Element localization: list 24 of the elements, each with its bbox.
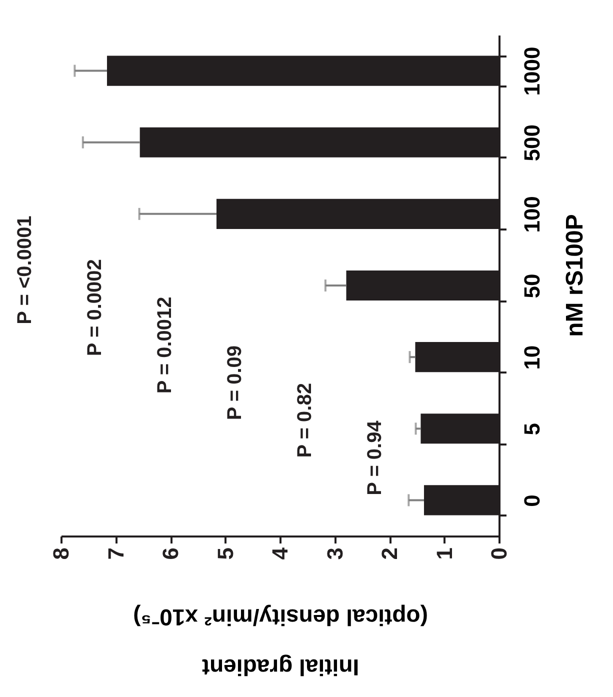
x-tick-label: 4: [268, 546, 292, 560]
y-tick-label: 10: [520, 345, 544, 370]
x-tick-label: 8: [48, 548, 74, 560]
annotation: P = 0.0002: [84, 259, 106, 356]
x-axis-title: Initial gradient (optical density/min² x10⁻⁵): [133, 604, 428, 680]
annotation: P = 0.94: [364, 420, 386, 496]
y-tick-label: 500: [520, 124, 544, 162]
y-tick-label: 0: [520, 494, 544, 507]
y-tick-label: 5: [520, 423, 544, 436]
annotation: P = 0.09: [224, 345, 246, 420]
y-tick-label: 1000: [520, 46, 544, 96]
x-tick-label: 0: [486, 548, 512, 560]
x-tick-label: 7: [103, 548, 128, 560]
text: P = <0.0001: [14, 216, 36, 324]
x-tick-label: 6: [158, 548, 183, 560]
annotation: P = 0.0012: [154, 296, 176, 394]
x-tick-label: 3: [322, 548, 348, 560]
y-axis-title: nM rS100P: [562, 214, 588, 337]
annotation: P = 0.82: [294, 383, 316, 458]
x-tick-label: 1: [432, 548, 457, 560]
x-tick-label: 5: [212, 548, 238, 560]
y-tick-label: 100: [520, 196, 544, 233]
x-tick-label: 2: [377, 548, 402, 560]
y-tick-label: 50: [520, 274, 544, 298]
